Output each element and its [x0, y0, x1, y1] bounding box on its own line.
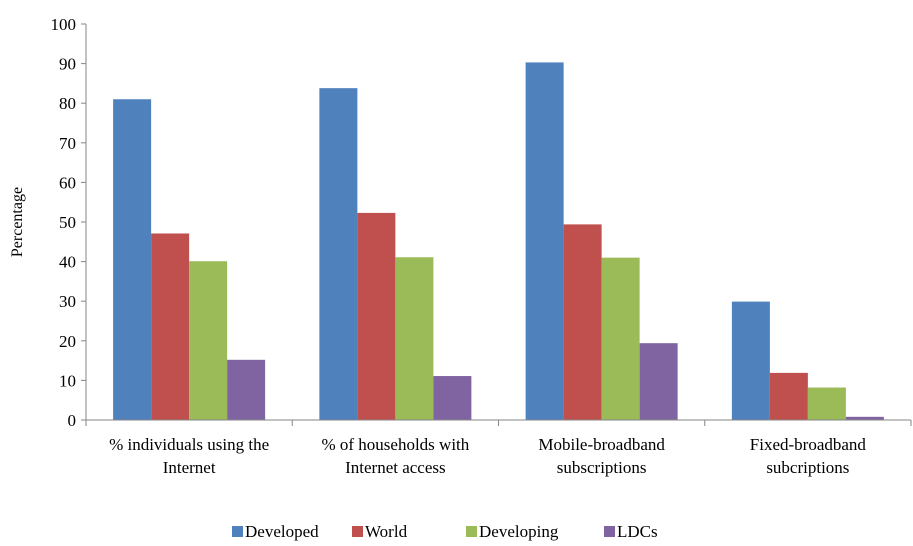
y-tick-label: 80 [59, 94, 76, 113]
y-tick-label: 30 [59, 292, 76, 311]
x-category-label: Internet access [345, 458, 446, 477]
x-category-label: Mobile-broadband [538, 435, 665, 454]
bar-developing [395, 257, 434, 420]
bar-ldcs [845, 416, 884, 420]
legend-label-developed: Developed [245, 522, 319, 541]
x-axis-labels: % individuals using the Internet % of hous… [109, 435, 866, 477]
bars [113, 62, 884, 421]
x-category-label: subcriptions [766, 458, 849, 477]
legend-label-ldcs: LDCs [617, 522, 658, 541]
bar-ldcs [227, 359, 266, 420]
bar-ldcs [433, 376, 472, 420]
y-axis-ticks: 0 10 20 30 40 50 60 70 80 90 100 [51, 15, 86, 430]
bar-developing [601, 257, 640, 420]
bar-ldcs [639, 343, 678, 420]
y-tick-label: 10 [59, 371, 76, 390]
legend: Developed World Developing LDCs [232, 522, 658, 541]
x-category-label: % of households with [321, 435, 469, 454]
bar-developing [807, 387, 846, 420]
bar-developed [525, 62, 564, 421]
y-tick-label: 70 [59, 134, 76, 153]
bar-developing [189, 261, 228, 420]
y-axis-label: Percentage [9, 187, 26, 257]
legend-swatch-developed [232, 526, 243, 537]
axes [85, 24, 912, 426]
y-tick-label: 90 [59, 55, 76, 74]
y-tick-label: 20 [59, 332, 76, 351]
y-tick-label: 100 [51, 15, 77, 34]
x-category-label: % individuals using the [109, 435, 269, 454]
legend-label-world: World [365, 522, 408, 541]
x-category-label: Fixed-broadband [750, 435, 867, 454]
bar-world [563, 224, 602, 420]
x-category-label: subscriptions [557, 458, 647, 477]
y-tick-label: 60 [59, 173, 76, 192]
y-tick-label: 40 [59, 253, 76, 272]
bar-developed [731, 301, 770, 420]
x-category-label: Internet [163, 458, 216, 477]
bar-world [151, 233, 190, 420]
legend-swatch-world [352, 526, 363, 537]
bar-developed [113, 99, 152, 421]
bar-world [769, 372, 808, 420]
legend-label-developing: Developing [479, 522, 559, 541]
y-tick-label: 50 [59, 213, 76, 232]
bar-developed [319, 88, 358, 420]
y-tick-label: 0 [68, 411, 77, 430]
legend-swatch-developing [466, 526, 477, 537]
bar-world [357, 212, 396, 420]
legend-swatch-ldcs [604, 526, 615, 537]
